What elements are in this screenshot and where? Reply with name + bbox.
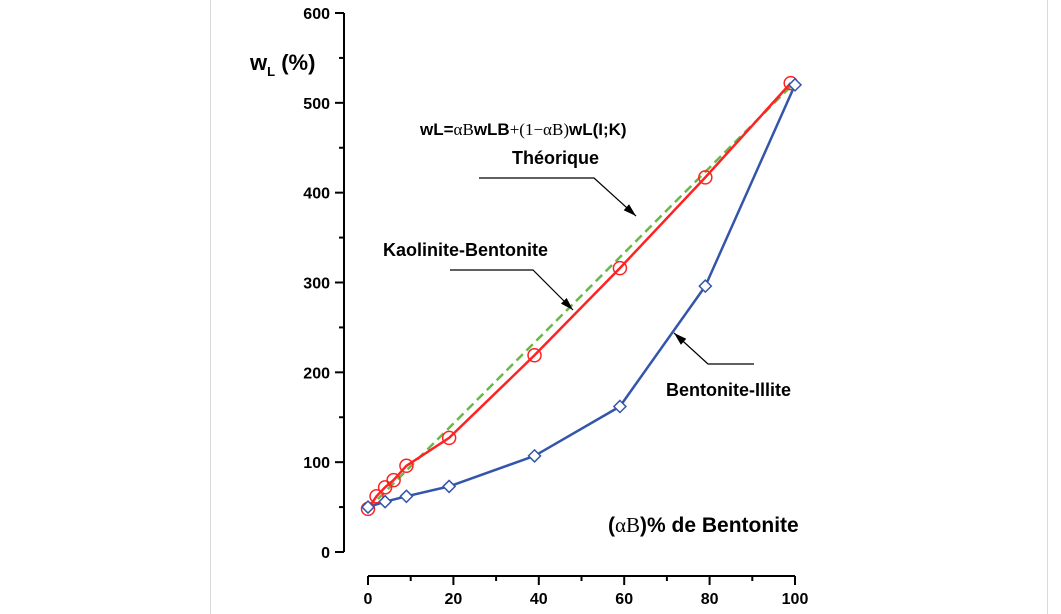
series-layer	[366, 81, 797, 510]
x-tick-label: 100	[782, 591, 809, 608]
data-point-bentonite-illite	[527, 448, 542, 463]
marker-layer	[360, 75, 803, 517]
x-tick-label: 20	[445, 591, 463, 608]
data-point-bentonite-illite	[442, 479, 457, 494]
x-tick-label: 60	[615, 591, 633, 608]
data-point-kaolinite-bentonite	[698, 170, 713, 185]
y-tick-label: 400	[303, 186, 330, 203]
right-frame-line	[1047, 0, 1048, 614]
theorique-arrow-line	[479, 177, 637, 217]
data-point-kaolinite-bentonite	[377, 480, 393, 495]
illite-arrow-head	[674, 333, 687, 345]
x-tick-label: 40	[530, 591, 548, 608]
illite-arrow-line	[673, 332, 754, 365]
data-point-bentonite-illite	[787, 77, 803, 92]
data-point-bentonite-illite	[360, 500, 376, 515]
kaolinite-arrow-head	[560, 297, 573, 310]
data-point-kaolinite-bentonite	[527, 348, 542, 363]
kaolinite-arrow-line	[450, 269, 574, 311]
axes: 0 100 200 300 400 500 600 0 20 40 60 80 100	[303, 6, 808, 608]
y-tick-label: 100	[303, 455, 330, 472]
data-point-bentonite-illite	[698, 279, 713, 294]
data-point-bentonite-illite	[399, 489, 414, 504]
y-tick-label: 300	[303, 276, 330, 293]
data-point-bentonite-illite	[378, 494, 393, 509]
series-line-th-orique	[367, 81, 796, 510]
y-tick-label: 500	[303, 96, 330, 113]
data-point-kaolinite-bentonite	[612, 260, 628, 276]
data-point-kaolinite-bentonite	[399, 458, 414, 474]
annotation-arrows	[450, 177, 754, 365]
theorique-label: Théorique	[512, 148, 599, 168]
theorique-arrow-head	[623, 204, 636, 216]
y-tick-label: 200	[303, 365, 330, 382]
data-point-kaolinite-bentonite	[386, 472, 401, 488]
y-tick-label: 0	[321, 545, 330, 562]
data-point-kaolinite-bentonite	[369, 489, 384, 504]
data-point-kaolinite-bentonite	[441, 430, 457, 446]
data-point-bentonite-illite	[612, 399, 627, 414]
bentonite-illite-label: Bentonite-Illite	[666, 380, 791, 400]
y-axis-label: wL (%)	[249, 50, 315, 79]
x-axis-label: (αB)% de Bentonite	[608, 513, 799, 537]
x-tick-label: 80	[701, 591, 719, 608]
left-frame-line	[210, 0, 211, 614]
x-tick-label: 0	[364, 591, 373, 608]
y-tick-label: 600	[303, 6, 330, 23]
kaolinite-bentonite-label: Kaolinite-Bentonite	[383, 240, 548, 260]
formula-label: wL=αBwLB+(1−αB)wL(I;K)	[419, 120, 627, 139]
